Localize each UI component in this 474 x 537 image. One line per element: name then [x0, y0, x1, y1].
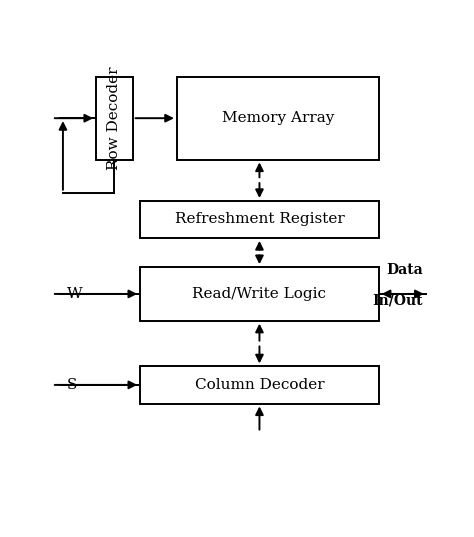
Text: In/Out: In/Out [373, 294, 423, 308]
Text: Data: Data [386, 263, 423, 278]
Text: Refreshment Register: Refreshment Register [174, 213, 344, 227]
FancyBboxPatch shape [140, 366, 379, 403]
FancyBboxPatch shape [140, 267, 379, 321]
Text: Read/Write Logic: Read/Write Logic [192, 287, 327, 301]
Text: Column Decoder: Column Decoder [195, 378, 324, 392]
Text: W: W [66, 287, 82, 301]
Text: S: S [66, 378, 77, 392]
Text: Row Decoder: Row Decoder [107, 67, 121, 170]
FancyBboxPatch shape [140, 201, 379, 238]
Text: Memory Array: Memory Array [222, 111, 334, 125]
FancyBboxPatch shape [177, 77, 379, 159]
FancyBboxPatch shape [96, 77, 133, 159]
